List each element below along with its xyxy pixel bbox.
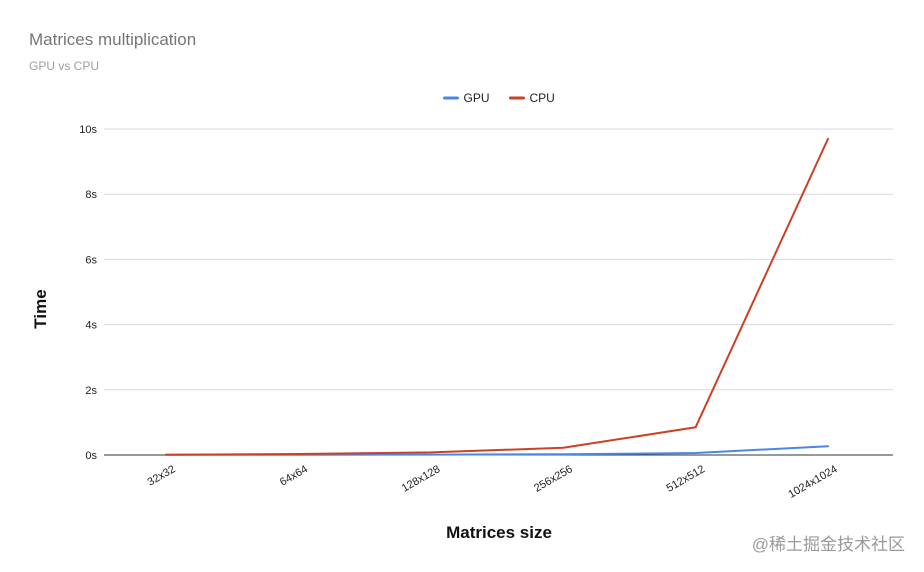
legend: GPU CPU (443, 91, 555, 105)
x-tick-label: 64x64 (278, 463, 310, 488)
y-tick-label: 2s (85, 385, 97, 397)
legend-label-gpu: GPU (464, 91, 490, 105)
x-tick-label: 32x32 (146, 463, 178, 488)
x-tick-label: 1024x1024 (786, 463, 839, 501)
watermark: @稀土掘金技术社区 (752, 535, 905, 554)
y-tick-label: 10s (79, 124, 97, 136)
grid-lines (104, 128, 893, 456)
y-axis-ticks: 0s 2s 4s 6s 8s 10s (79, 124, 97, 462)
x-tick-label: 256x256 (532, 463, 575, 495)
y-tick-label: 0s (85, 450, 97, 462)
y-tick-label: 6s (85, 254, 97, 266)
y-tick-label: 8s (85, 189, 97, 201)
x-tick-label: 128x128 (400, 463, 443, 495)
y-axis-title: Time (31, 289, 50, 328)
chart-title: Matrices multiplication (29, 30, 196, 49)
legend-label-cpu: CPU (530, 91, 555, 105)
series-line-cpu (165, 137, 829, 456)
x-tick-label: 512x512 (665, 463, 708, 495)
chart-subtitle: GPU vs CPU (29, 59, 99, 73)
x-axis-ticks: 32x32 64x64 128x128 256x256 512x512 1024x1024 (146, 463, 840, 501)
y-tick-label: 4s (85, 320, 97, 332)
x-axis-title: Matrices size (446, 523, 552, 542)
series-lines (165, 137, 829, 456)
